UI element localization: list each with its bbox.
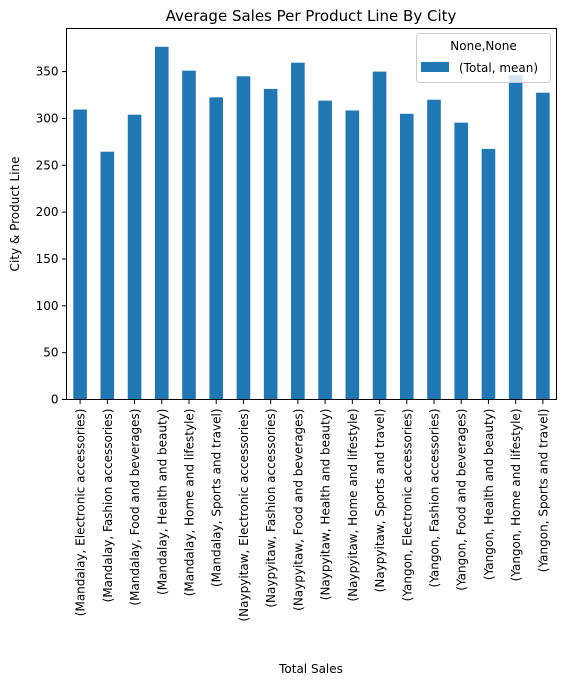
bar (127, 114, 142, 400)
bar (454, 122, 469, 400)
y-tick-label: 150 (36, 252, 59, 266)
x-tick-label: (Yangon, Sports and travel) (536, 409, 550, 573)
x-tick-label: (Yangon, Health and beauty) (482, 409, 496, 581)
y-tick-label: 50 (43, 346, 58, 360)
bar (154, 46, 169, 400)
y-tick-label: 0 (51, 393, 59, 407)
bar (536, 92, 550, 400)
bar (100, 151, 115, 400)
bar (427, 99, 441, 400)
legend-title: None,None (450, 39, 516, 53)
y-axis-label: City & Product Line (8, 157, 22, 272)
x-tick-label: (Mandalay, Sports and travel) (210, 409, 224, 588)
bar (182, 70, 196, 400)
bar (399, 113, 414, 400)
x-tick-label: (Naypyitaw, Sports and travel) (373, 409, 387, 593)
x-tick-label: (Yangon, Electronic accessories) (400, 409, 414, 602)
bar (291, 62, 305, 400)
y-tick-label: 200 (36, 205, 59, 219)
bar (209, 97, 224, 400)
y-axis: 0 50 100 150 200 250 300 350 (36, 65, 67, 407)
x-tick-label: (Naypyitaw, Home and lifestyle) (346, 409, 360, 602)
bar (345, 110, 360, 400)
bar (263, 88, 278, 400)
x-tick-label: (Naypyitaw, Health and beauty) (319, 409, 333, 601)
bar (481, 148, 496, 400)
x-axis-label: Total Sales (278, 662, 343, 676)
bar (318, 100, 332, 400)
chart-title: Average Sales Per Product Line By City (166, 7, 457, 25)
bar (372, 71, 387, 400)
bar (508, 75, 523, 400)
bars-group (73, 46, 550, 400)
legend-swatch (421, 62, 449, 72)
legend-series-label: (Total, mean) (459, 61, 538, 75)
x-tick-label: (Mandalay, Electronic accessories) (74, 409, 88, 617)
x-tick-label: (Yangon, Food and beverages) (455, 409, 469, 591)
legend-box (416, 33, 551, 83)
x-tick-label: (Mandalay, Food and beverages) (128, 409, 142, 606)
x-axis: (Mandalay, Electronic accessories) (Manda… (74, 399, 550, 622)
bar (73, 109, 87, 400)
x-tick-label: (Naypyitaw, Electronic accessories) (237, 409, 251, 622)
x-tick-label: (Yangon, Home and lifestyle) (509, 409, 523, 582)
y-tick-label: 350 (36, 65, 59, 79)
y-tick-label: 250 (36, 158, 59, 172)
x-tick-label: (Mandalay, Home and lifestyle) (183, 409, 197, 597)
y-tick-label: 300 (36, 111, 59, 125)
y-tick-label: 100 (36, 299, 59, 313)
x-tick-label: (Yangon, Fashion accessories) (428, 409, 442, 588)
legend: None,None (Total, mean) (416, 33, 551, 83)
x-tick-label: (Naypyitaw, Food and beverages) (291, 409, 305, 611)
plot-frame (66, 28, 557, 400)
x-tick-label: (Mandalay, Fashion accessories) (101, 409, 115, 603)
bar (236, 76, 251, 400)
x-tick-label: (Mandalay, Health and beauty) (155, 409, 169, 595)
x-tick-label: (Naypyitaw, Fashion accessories) (264, 409, 278, 608)
